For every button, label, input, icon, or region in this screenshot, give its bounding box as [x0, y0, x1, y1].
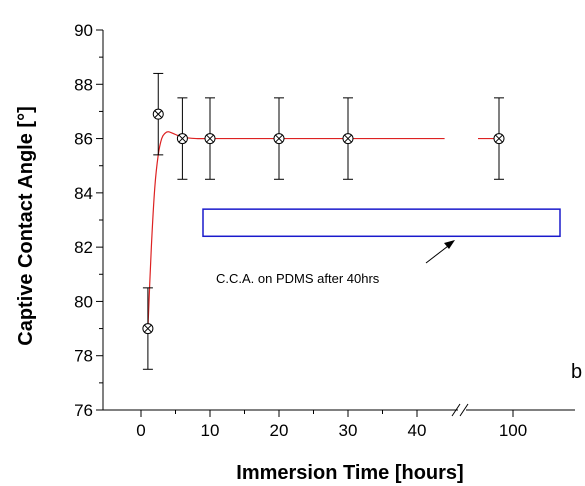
point-marker-cross: [495, 134, 503, 143]
point-marker-cross: [275, 134, 283, 143]
data-points-group: [142, 72, 505, 370]
axis-break-mark: [451, 403, 461, 417]
data-point: [176, 97, 188, 180]
annotation-arrowhead: [444, 240, 455, 249]
point-marker-cross: [206, 134, 214, 143]
x-tick-label: 10: [201, 421, 220, 440]
y-tick-label: 86: [74, 130, 93, 149]
axis-break-mark: [459, 403, 469, 417]
y-tick-label: 82: [74, 238, 93, 257]
y-tick-label: 88: [74, 75, 93, 94]
y-tick-label: 90: [74, 21, 93, 40]
data-point: [493, 97, 505, 180]
point-marker-cross: [154, 110, 163, 118]
x-tick-label: 30: [339, 421, 358, 440]
data-point: [142, 287, 154, 370]
x-tick-label: 40: [408, 421, 427, 440]
data-point: [204, 97, 216, 180]
point-marker-cross: [344, 134, 352, 143]
data-point: [273, 97, 285, 180]
point-marker-cross: [144, 324, 152, 333]
y-tick-label: 84: [74, 184, 93, 203]
y-tick-label: 76: [74, 401, 93, 420]
x-tick-label: 100: [499, 421, 527, 440]
y-tick-label: 80: [74, 292, 93, 311]
reference-band-box: [202, 208, 561, 238]
reference-band-group: [202, 208, 561, 264]
data-point: [342, 97, 354, 180]
x-tick-label: 20: [270, 421, 289, 440]
y-axis-title: Captive Contact Angle [°]: [15, 106, 37, 346]
reference-band-label: C.C.A. on PDMS after 40hrs: [216, 271, 380, 286]
panel-label: b: [571, 361, 582, 383]
point-marker-cross: [178, 134, 187, 143]
fit-curve: [147, 131, 445, 329]
axes-group: 76 78 80 82 84 86 88 90 0 10 20 30 40 100: [74, 21, 575, 440]
x-tick-label: 0: [136, 421, 145, 440]
x-axis-title: Immersion Time [hours]: [236, 462, 463, 484]
data-point: [152, 72, 164, 156]
y-tick-label: 78: [74, 347, 93, 366]
fit-line-group: [147, 131, 499, 329]
